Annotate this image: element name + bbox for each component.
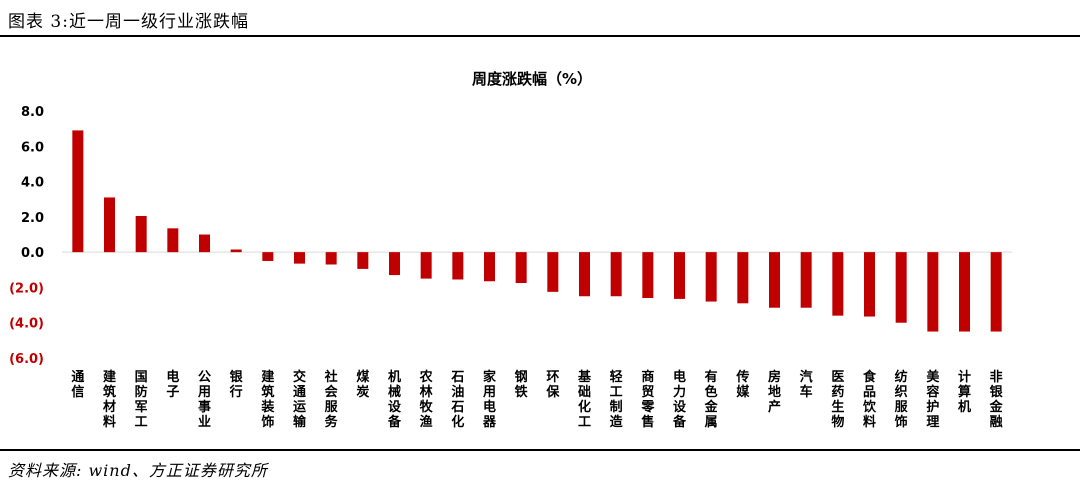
x-tick-label: 农林牧渔 bbox=[419, 369, 434, 430]
x-tick-label: 纺织服饰 bbox=[895, 369, 909, 430]
bar bbox=[199, 234, 210, 253]
x-tick-label: 银行 bbox=[229, 369, 244, 400]
bar bbox=[895, 252, 907, 323]
bar bbox=[990, 252, 1002, 332]
bar bbox=[72, 130, 84, 253]
bar bbox=[642, 252, 654, 299]
source-note: 资料来源: wind、方正证券研究所 bbox=[8, 461, 268, 480]
y-tick-label: (2.0) bbox=[9, 281, 44, 296]
y-tick-label: (6.0) bbox=[9, 352, 44, 367]
x-tick-label: 医药生物 bbox=[831, 370, 844, 430]
bar bbox=[547, 252, 559, 292]
bar bbox=[167, 228, 179, 253]
y-axis: 8.0 6.0 4.0 2.0 0.0 (2.0) (4.0) (6.0) bbox=[9, 105, 44, 367]
chart-title: 周度涨跌幅（%） bbox=[472, 70, 592, 88]
x-tick-label: 美容护理 bbox=[925, 369, 940, 430]
bar bbox=[800, 252, 812, 308]
bar bbox=[262, 252, 274, 261]
bar bbox=[294, 252, 305, 264]
x-tick-label: 传媒 bbox=[735, 369, 750, 400]
bar bbox=[357, 252, 369, 269]
y-tick-label: 6.0 bbox=[21, 140, 44, 155]
bar bbox=[452, 252, 464, 280]
bottom-rule bbox=[0, 449, 1080, 451]
x-tick-label: 汽车 bbox=[800, 369, 813, 400]
figure-title: 图表 3:近一周一级行业涨跌幅 bbox=[8, 12, 249, 32]
x-tick-label: 建筑装饰 bbox=[260, 369, 274, 430]
bar bbox=[737, 252, 749, 304]
x-tick-label: 非银金融 bbox=[989, 369, 1004, 430]
x-tick-label: 有色金属 bbox=[704, 369, 719, 430]
bar bbox=[515, 252, 527, 284]
x-tick-label: 通信 bbox=[71, 369, 84, 400]
bars bbox=[72, 130, 1002, 332]
y-tick-label: 8.0 bbox=[21, 105, 44, 120]
bar bbox=[579, 252, 590, 297]
x-tick-label: 轻工制造 bbox=[610, 369, 624, 430]
x-tick-label: 基础化工 bbox=[577, 369, 592, 430]
bar bbox=[135, 215, 147, 253]
x-tick-label: 国防军工 bbox=[135, 370, 148, 430]
x-tick-label: 石油石化 bbox=[450, 370, 464, 430]
bar bbox=[230, 249, 242, 253]
bar bbox=[104, 197, 115, 253]
bar bbox=[484, 252, 495, 282]
x-tick-label: 机械设备 bbox=[387, 369, 402, 430]
bar bbox=[674, 252, 685, 299]
y-tick-label: 4.0 bbox=[21, 176, 44, 191]
x-tick-label: 电子 bbox=[166, 369, 179, 400]
bar bbox=[864, 252, 875, 317]
y-tick-label: (4.0) bbox=[9, 317, 44, 332]
bar bbox=[959, 252, 970, 332]
x-tick-label: 建筑材料 bbox=[103, 369, 116, 430]
bar bbox=[389, 252, 400, 276]
bar bbox=[769, 252, 780, 308]
bar bbox=[610, 252, 622, 297]
x-tick-label: 社会服务 bbox=[324, 369, 339, 430]
bar bbox=[325, 252, 337, 265]
y-tick-label: 0.0 bbox=[21, 246, 44, 261]
x-tick-label: 房地产 bbox=[768, 369, 781, 415]
y-tick-label: 2.0 bbox=[21, 211, 44, 226]
top-rule bbox=[0, 35, 1080, 37]
x-tick-label: 交通运输 bbox=[293, 369, 307, 430]
x-tick-label: 家用电器 bbox=[482, 369, 497, 430]
x-tick-label: 钢铁 bbox=[514, 369, 528, 400]
x-tick-label: 公用事业 bbox=[197, 370, 211, 430]
bar bbox=[927, 252, 939, 332]
x-tick-label: 环保 bbox=[545, 370, 560, 400]
x-tick-label: 电力设备 bbox=[672, 369, 687, 430]
x-axis: 通信 建筑材料 国防军工 电子 公用事业 银行 建筑装饰 交通运输 社会服务 煤炭 机械设备 农林牧渔… bbox=[71, 369, 1003, 430]
x-tick-label: 计算机 bbox=[958, 369, 971, 415]
bar bbox=[420, 252, 432, 279]
x-tick-label: 煤炭 bbox=[356, 369, 369, 400]
x-tick-label: 商贸零售 bbox=[640, 369, 655, 430]
bar-chart: 周度涨跌幅（%） 8.06.04.02.00.0(2.0)(4.0)(6.0) … bbox=[9, 70, 1012, 430]
x-tick-label: 食品饮料 bbox=[862, 369, 877, 430]
bar bbox=[832, 252, 844, 316]
bar bbox=[705, 252, 717, 302]
